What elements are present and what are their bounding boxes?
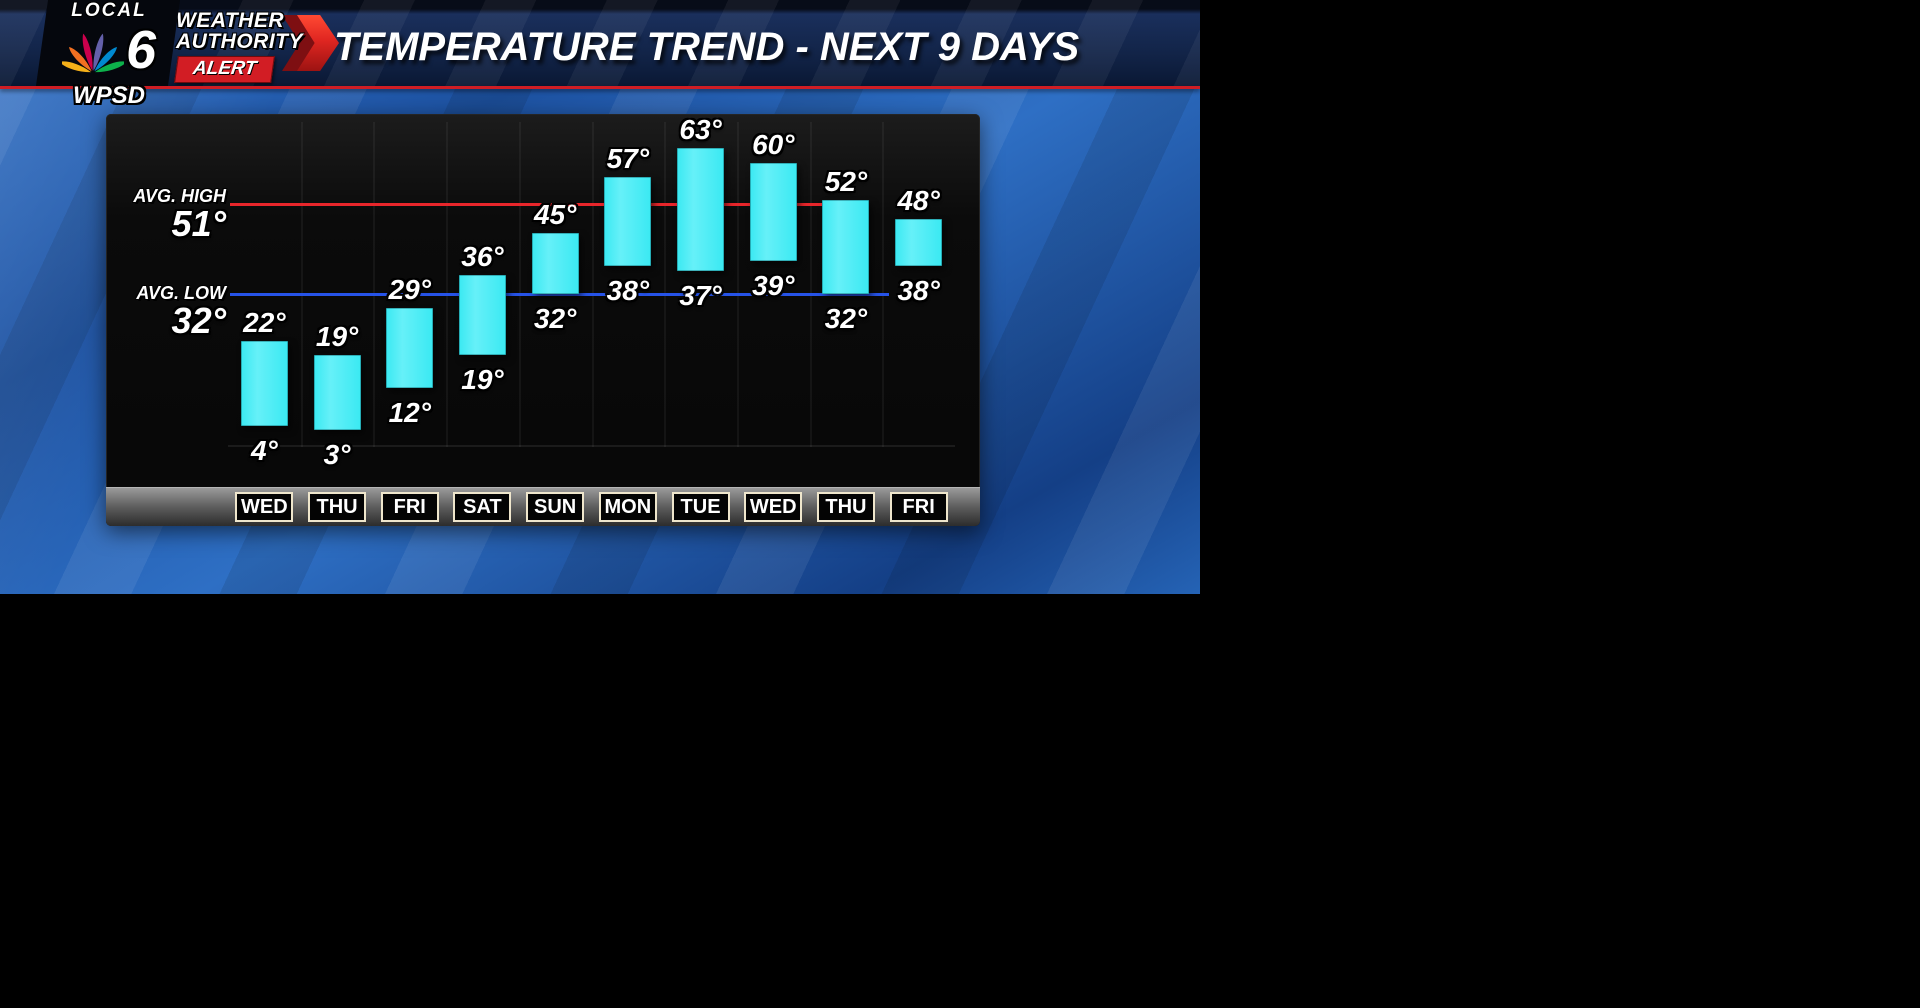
station-callsign: WPSD bbox=[73, 82, 145, 109]
high-temp-label: 36° bbox=[461, 241, 504, 273]
day-box: FRI bbox=[889, 492, 948, 522]
station-logo: LOCAL 6 WPSD bbox=[35, 0, 181, 114]
high-temp-label: 57° bbox=[606, 142, 650, 174]
high-temp-label: 19° bbox=[315, 321, 359, 353]
temp-range-bar bbox=[531, 233, 579, 295]
chart-panel: AVG. HIGH 51° AVG. LOW 32° 22° 4° 19° 3° 29°… bbox=[106, 114, 980, 526]
weather-authority-badge: WEATHER AUTHORITY ALERT bbox=[174, 9, 303, 83]
weather-label: WEATHER bbox=[176, 9, 285, 32]
temp-range-bar bbox=[895, 218, 943, 266]
day-strip: WED THU FRI SAT SUN MON TUE WED THU FRI bbox=[106, 487, 980, 526]
temp-range-bar bbox=[749, 162, 797, 262]
high-temp-label: 29° bbox=[388, 274, 431, 306]
column-separator bbox=[300, 122, 303, 447]
temp-range-bar bbox=[677, 148, 725, 271]
low-temp-label: 37° bbox=[679, 279, 722, 311]
low-temp-label: 38° bbox=[897, 274, 940, 306]
day-box: WED bbox=[235, 492, 294, 522]
header-banner: WEATHER AUTHORITY ALERT TEMPERATURE TREN… bbox=[0, 0, 1200, 86]
temp-range-bar bbox=[240, 341, 288, 426]
page-title: TEMPERATURE TREND - NEXT 9 DAYS bbox=[334, 25, 1080, 69]
column-separator bbox=[736, 122, 739, 447]
high-temp-label: 45° bbox=[533, 199, 577, 230]
low-temp-label: 32° bbox=[824, 303, 868, 335]
nbc-peacock-icon bbox=[61, 33, 124, 73]
low-temp-label: 38° bbox=[606, 274, 650, 306]
plot-area: AVG. HIGH 51° AVG. LOW 32° 22° 4° 19° 3° 29°… bbox=[106, 114, 980, 488]
low-temp-label: 12° bbox=[388, 397, 431, 429]
column-separator bbox=[591, 122, 594, 447]
day-box: TUE bbox=[671, 492, 730, 522]
day-box: FRI bbox=[380, 492, 439, 522]
column-separator bbox=[446, 122, 449, 447]
day-box: THU bbox=[816, 492, 875, 522]
channel-number: 6 bbox=[125, 20, 157, 80]
temp-range-bar bbox=[386, 308, 434, 389]
day-box: MON bbox=[598, 492, 657, 522]
day-box: SUN bbox=[526, 492, 585, 522]
avg-low-name: AVG. LOW bbox=[136, 283, 226, 304]
avg-high-line bbox=[230, 203, 861, 207]
avg-high-value: 51° bbox=[171, 202, 226, 244]
local-label: LOCAL bbox=[71, 0, 147, 21]
avg-low-value: 32° bbox=[171, 300, 226, 342]
avg-low-line bbox=[230, 292, 889, 296]
column-separator bbox=[518, 122, 521, 447]
low-temp-label: 32° bbox=[533, 303, 577, 335]
low-temp-label: 19° bbox=[461, 364, 504, 396]
column-separator bbox=[809, 122, 812, 447]
low-temp-label: 4° bbox=[250, 434, 278, 466]
temp-range-bar bbox=[822, 200, 870, 295]
temp-range-bar bbox=[458, 275, 506, 356]
day-box: WED bbox=[744, 492, 803, 522]
chevrons-icon bbox=[282, 15, 348, 71]
alert-badge: ALERT bbox=[174, 56, 275, 83]
day-box: THU bbox=[308, 492, 367, 522]
high-temp-label: 48° bbox=[897, 184, 940, 216]
low-temp-label: 3° bbox=[323, 439, 351, 471]
banner-divider bbox=[0, 86, 1200, 89]
high-temp-label: 22° bbox=[243, 307, 286, 339]
weather-graphic: WEATHER AUTHORITY ALERT TEMPERATURE TREN… bbox=[0, 0, 1200, 594]
avg-low-label: AVG. LOW 32° bbox=[108, 283, 226, 339]
high-temp-label: 60° bbox=[752, 128, 795, 160]
zero-baseline bbox=[228, 444, 955, 447]
authority-label: AUTHORITY bbox=[176, 30, 303, 53]
high-temp-label: 52° bbox=[824, 166, 868, 198]
column-separator bbox=[664, 122, 667, 447]
high-temp-label: 63° bbox=[679, 114, 722, 146]
day-box: SAT bbox=[453, 492, 512, 522]
avg-high-label: AVG. HIGH 51° bbox=[108, 186, 226, 242]
column-separator bbox=[882, 122, 885, 447]
temp-range-bar bbox=[604, 176, 652, 266]
avg-high-name: AVG. HIGH bbox=[133, 185, 226, 206]
temp-range-bar bbox=[313, 355, 361, 431]
column-separator bbox=[373, 122, 376, 447]
low-temp-label: 39° bbox=[752, 270, 795, 302]
